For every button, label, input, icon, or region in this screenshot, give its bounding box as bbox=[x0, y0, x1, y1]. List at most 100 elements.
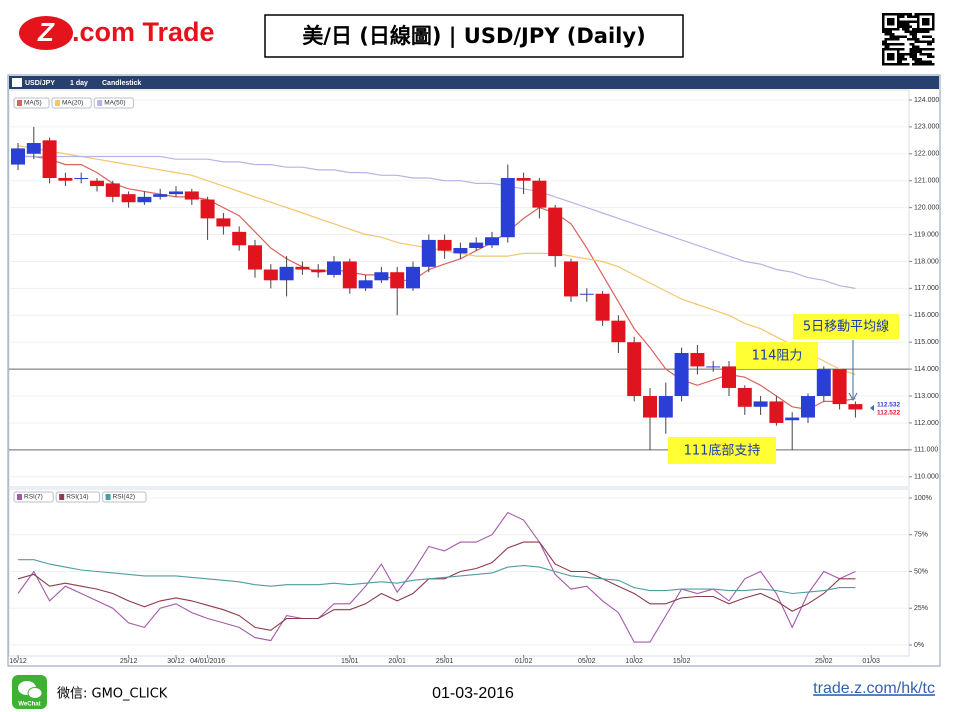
qr-cell bbox=[892, 63, 895, 66]
candle-body bbox=[169, 191, 183, 195]
candle-body bbox=[153, 194, 168, 197]
qr-cell bbox=[907, 20, 910, 23]
qr-cell bbox=[902, 43, 905, 46]
qr-cell bbox=[922, 13, 925, 16]
qr-cell bbox=[917, 38, 920, 41]
qr-cell bbox=[919, 50, 922, 53]
qr-cell bbox=[919, 48, 922, 51]
qr-cell bbox=[927, 40, 930, 43]
qr-cell bbox=[927, 28, 930, 31]
qr-cell bbox=[927, 63, 930, 66]
qr-cell bbox=[914, 38, 917, 41]
candle-body bbox=[421, 239, 436, 267]
candle-body bbox=[58, 178, 73, 181]
qr-cell bbox=[932, 18, 935, 21]
qr-cell bbox=[917, 45, 920, 48]
qr-cell bbox=[902, 13, 905, 16]
candle-body bbox=[342, 261, 357, 289]
candle-body bbox=[737, 387, 752, 407]
qr-cell bbox=[887, 63, 890, 66]
x-tick-label: 25/12 bbox=[120, 658, 138, 665]
qr-cell bbox=[892, 23, 895, 26]
qr-cell bbox=[912, 43, 915, 46]
y-tick-label: 123.000 bbox=[914, 124, 939, 131]
x-tick-label: 20/01 bbox=[388, 658, 406, 665]
qr-cell bbox=[902, 53, 905, 56]
qr-cell bbox=[914, 48, 917, 51]
annotation-box bbox=[668, 437, 776, 464]
qr-cell bbox=[914, 63, 917, 66]
qr-cell bbox=[904, 25, 907, 28]
candle-body bbox=[674, 352, 689, 397]
qr-cell bbox=[902, 35, 905, 38]
candle-body bbox=[74, 178, 89, 180]
qr-cell bbox=[932, 25, 935, 28]
qr-cell bbox=[887, 43, 890, 46]
y-tick-label: 50% bbox=[914, 568, 928, 575]
qr-cell bbox=[914, 13, 917, 16]
qr-cell bbox=[907, 53, 910, 56]
ma-line bbox=[17, 145, 856, 376]
qr-cell bbox=[924, 28, 927, 31]
qr-cell bbox=[909, 50, 912, 53]
qr-cell bbox=[932, 55, 935, 58]
qr-cell bbox=[907, 30, 910, 33]
qr-cell bbox=[882, 25, 885, 28]
qr-cell bbox=[914, 20, 917, 23]
qr-cell bbox=[882, 53, 885, 56]
qr-cell bbox=[889, 38, 892, 41]
candle-body bbox=[658, 396, 673, 418]
qr-cell bbox=[889, 30, 892, 33]
candle-body bbox=[532, 180, 547, 208]
qr-cell bbox=[902, 23, 905, 26]
qr-cell bbox=[889, 35, 892, 38]
qr-cell bbox=[907, 38, 910, 41]
wechat-label: WeChat bbox=[18, 702, 40, 708]
candle-body bbox=[548, 207, 563, 257]
url[interactable]: trade.z.com/hk/tc bbox=[813, 680, 935, 697]
qr-cell bbox=[912, 20, 915, 23]
qr-cell bbox=[882, 23, 885, 26]
candle-body bbox=[485, 237, 499, 246]
qr-cell bbox=[882, 60, 885, 63]
qr-cell bbox=[894, 35, 897, 38]
candle-body bbox=[516, 178, 531, 181]
candle-body bbox=[279, 266, 294, 281]
qr-cell bbox=[917, 58, 920, 61]
qr-cell bbox=[917, 30, 920, 33]
qr-cell bbox=[902, 58, 905, 61]
qr-cell bbox=[899, 23, 902, 26]
qr-cell bbox=[882, 30, 885, 33]
qr-cell bbox=[887, 48, 890, 51]
qr-cell bbox=[902, 55, 905, 58]
qr-cell bbox=[887, 53, 890, 56]
qr-cell bbox=[882, 18, 885, 21]
date: 01-03-2016 bbox=[432, 685, 514, 702]
qr-cell bbox=[914, 50, 917, 53]
qr-cell bbox=[884, 33, 887, 36]
qr-cell bbox=[924, 60, 927, 63]
qr-cell bbox=[889, 20, 892, 23]
wechat-bubble bbox=[27, 687, 43, 699]
qr-cell bbox=[884, 30, 887, 33]
legend-label: MA(50) bbox=[104, 100, 125, 107]
qr-cell bbox=[899, 25, 902, 28]
qr-cell bbox=[924, 23, 927, 26]
qr-cell bbox=[927, 53, 930, 56]
qr-cell bbox=[899, 55, 902, 58]
qr-cell bbox=[889, 18, 892, 21]
qr-cell bbox=[899, 53, 902, 56]
qr-cell bbox=[897, 43, 900, 46]
qr-cell bbox=[882, 20, 885, 23]
qr-cell bbox=[902, 63, 905, 66]
qr-cell bbox=[897, 60, 900, 63]
qr-cell bbox=[932, 13, 935, 16]
candle-body bbox=[848, 404, 863, 410]
qr-cell bbox=[917, 25, 920, 28]
qr-cell bbox=[924, 40, 927, 43]
legend-label: RSI(42) bbox=[113, 494, 135, 501]
qr-cell bbox=[919, 28, 922, 31]
legend-swatch bbox=[97, 100, 103, 106]
qr-cell bbox=[902, 48, 905, 51]
